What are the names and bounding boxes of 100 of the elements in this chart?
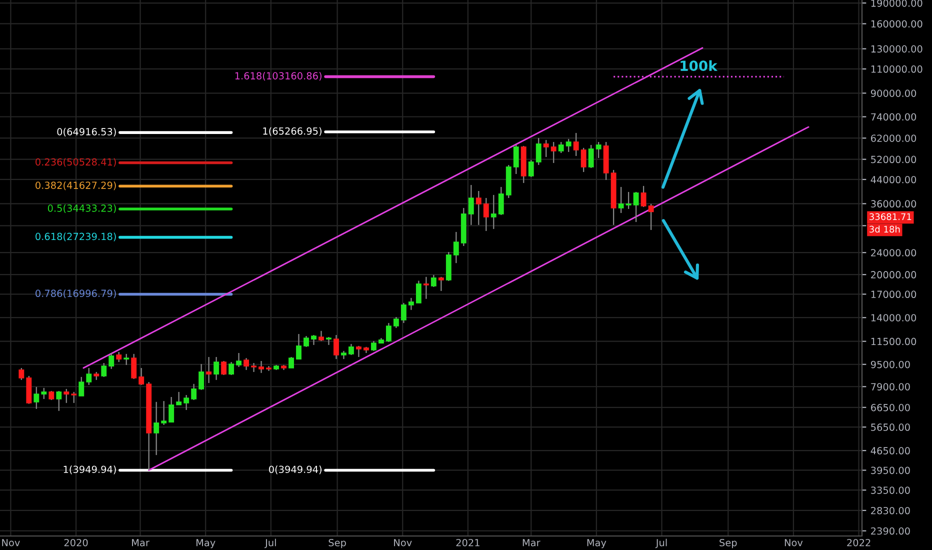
- y-tick-label: 74000.00: [871, 113, 916, 121]
- series-label: 1(3949.94): [64, 466, 116, 474]
- candlestick: [176, 391, 182, 406]
- y-tick-label: 24000.00: [871, 249, 916, 256]
- x-tick-label: Mar: [522, 539, 540, 546]
- candlestick: [498, 186, 504, 216]
- candlestick: [386, 322, 392, 343]
- x-tick-label: 2021: [456, 538, 480, 546]
- candlestick: [468, 184, 474, 226]
- candlestick: [108, 352, 114, 370]
- candlestick: [580, 147, 586, 173]
- candlestick: [393, 316, 399, 328]
- y-tick-label: 44000.00: [870, 176, 916, 184]
- candlestick: [513, 144, 519, 175]
- candlestick: [408, 297, 414, 310]
- candlestick: [348, 343, 354, 356]
- series-label: 1(65266.95): [263, 127, 322, 136]
- candlestick: [618, 186, 624, 214]
- series-label: 0(64916.53): [57, 128, 116, 137]
- candlestick: [131, 353, 137, 380]
- candlestick: [154, 401, 160, 456]
- candlestick: [596, 141, 602, 159]
- candlestick: [206, 356, 212, 384]
- candlestick: [573, 132, 579, 157]
- candlestick: [648, 203, 654, 231]
- candlestick: [416, 280, 422, 304]
- x-tick-label: Jul: [264, 538, 276, 548]
- candlestick: [423, 276, 429, 300]
- candlestick: [18, 367, 24, 380]
- candlestick: [356, 345, 362, 358]
- series-label: 1.618(103160.86): [235, 72, 322, 81]
- y-tick-label: 7900.00: [871, 383, 910, 390]
- candlestick: [138, 367, 144, 386]
- y-tick-label: 14000.00: [871, 314, 916, 322]
- candlestick: [430, 274, 436, 288]
- candlestick: [41, 387, 47, 400]
- x-tick-label: May: [196, 539, 216, 548]
- candlestick: [528, 159, 534, 178]
- candlestick: [400, 302, 406, 324]
- candlestick: [236, 352, 242, 368]
- candlestick: [168, 396, 174, 423]
- x-tick-label: Sep: [720, 538, 737, 548]
- candlestick: [558, 141, 564, 154]
- candlestick: [221, 360, 227, 376]
- candlestick: [244, 358, 250, 371]
- candlestick: [536, 137, 542, 166]
- candlestick: [198, 363, 204, 390]
- x-tick-label: Jul: [655, 538, 667, 548]
- y-tick-label: 3350.00: [871, 486, 910, 494]
- y-tick-label: 3950.00: [871, 466, 910, 474]
- candlestick: [116, 351, 122, 363]
- candlestick: [56, 390, 62, 412]
- candlestick: [370, 340, 376, 352]
- candlestick: [191, 383, 197, 401]
- y-tick-label: 130000.00: [871, 45, 922, 53]
- candlestick: [214, 356, 220, 380]
- candlestick: [566, 138, 572, 153]
- x-tick-label: Nov: [784, 539, 803, 546]
- x-tick-label: 2020: [64, 538, 88, 546]
- series-label: 0.786(16996.79): [36, 290, 116, 298]
- y-tick-label: 36000.00: [871, 200, 916, 208]
- series-label: 0.5(34433.23): [48, 204, 116, 214]
- candlestick: [626, 191, 632, 210]
- y-tick-label: 90000.00: [870, 90, 916, 97]
- candlestick: [78, 376, 84, 397]
- x-tick-label: Sep: [328, 538, 346, 548]
- y-tick-label: 4650.00: [870, 447, 910, 454]
- candlestick: [184, 394, 190, 411]
- y-tick-label: 2390.00: [871, 527, 910, 535]
- y-tick-label: 110000.00: [871, 65, 922, 73]
- candlestick: [438, 276, 444, 292]
- x-tick-label: Mar: [132, 539, 150, 546]
- candlestick: [476, 190, 482, 226]
- candlestick: [633, 191, 639, 223]
- text: 33681.71: [870, 213, 912, 220]
- candlestick: [161, 400, 167, 426]
- series-label: 0.382(41627.29): [36, 181, 116, 190]
- candlestick: [86, 367, 92, 386]
- x-tick-label: May: [587, 539, 606, 548]
- text: 3d 18h: [870, 226, 900, 233]
- candlestick: [334, 334, 339, 360]
- candlestick: [483, 197, 489, 232]
- candlestick: [311, 334, 316, 346]
- candlestick: [228, 361, 234, 376]
- y-tick-label: 5650.00: [871, 424, 910, 431]
- candlestick: [258, 360, 264, 374]
- x-tick-label: 2022: [847, 538, 870, 546]
- candlestick: [304, 335, 309, 348]
- candlestick: [64, 388, 70, 404]
- candlestick: [251, 362, 257, 373]
- x-tick-label: Nov: [2, 539, 20, 546]
- candlestick: [296, 333, 302, 360]
- candlestick: [288, 356, 294, 369]
- candlestick: [71, 391, 77, 404]
- annotation: 100k: [680, 60, 718, 72]
- series-label: 0.236(50528.41): [36, 158, 116, 167]
- y-tick-label: 6650.00: [871, 404, 910, 412]
- y-tick-label: 11500.00: [871, 338, 916, 346]
- candlestick: [490, 194, 496, 230]
- candlestick: [101, 362, 107, 378]
